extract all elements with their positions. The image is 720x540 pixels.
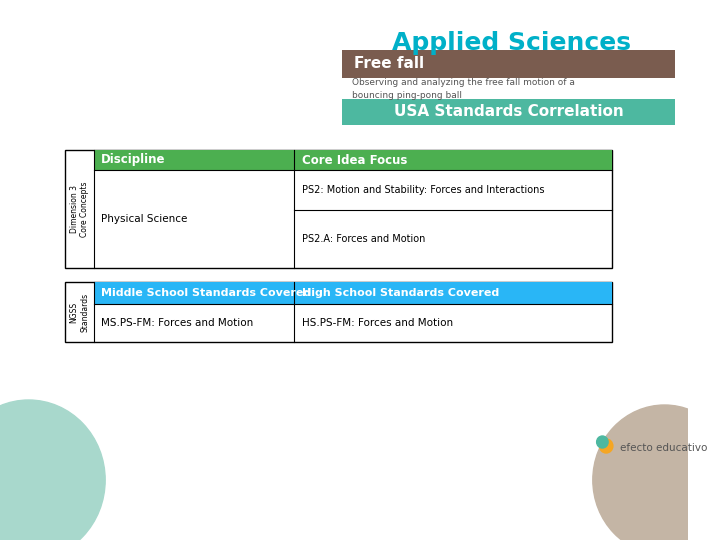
Bar: [94, 282, 612, 304]
Text: HS.PS-FM: Forces and Motion: HS.PS-FM: Forces and Motion: [302, 318, 454, 328]
Bar: [342, 50, 675, 78]
Text: Core Idea Focus: Core Idea Focus: [302, 153, 408, 166]
Bar: [65, 282, 612, 342]
Text: efecto educativo: efecto educativo: [620, 443, 707, 453]
Text: PS2: Motion and Stability: Forces and Interactions: PS2: Motion and Stability: Forces and In…: [302, 185, 544, 195]
Bar: [94, 150, 612, 170]
Text: PS2.A: Forces and Motion: PS2.A: Forces and Motion: [302, 234, 426, 244]
Bar: [342, 99, 675, 125]
Circle shape: [593, 405, 720, 540]
Circle shape: [600, 439, 613, 453]
Text: NGSS
Standards: NGSS Standards: [70, 293, 89, 332]
Text: Observing and analyzing the free fall motion of a
bouncing ping-pong ball: Observing and analyzing the free fall mo…: [352, 78, 575, 100]
Text: Discipline: Discipline: [102, 153, 166, 166]
Text: Middle School Standards Covered: Middle School Standards Covered: [102, 288, 312, 298]
Text: USA Standards Correlation: USA Standards Correlation: [394, 105, 624, 119]
Text: High School Standards Covered: High School Standards Covered: [302, 288, 500, 298]
Text: Free fall: Free fall: [354, 57, 424, 71]
Text: Applied Sciences: Applied Sciences: [392, 31, 631, 55]
Circle shape: [0, 400, 105, 540]
Text: MS.PS-FM: Forces and Motion: MS.PS-FM: Forces and Motion: [102, 318, 253, 328]
Text: Physical Science: Physical Science: [102, 214, 188, 224]
Text: Dimension 3
Core Concepts: Dimension 3 Core Concepts: [70, 181, 89, 237]
Bar: [65, 150, 612, 268]
Circle shape: [597, 436, 608, 448]
